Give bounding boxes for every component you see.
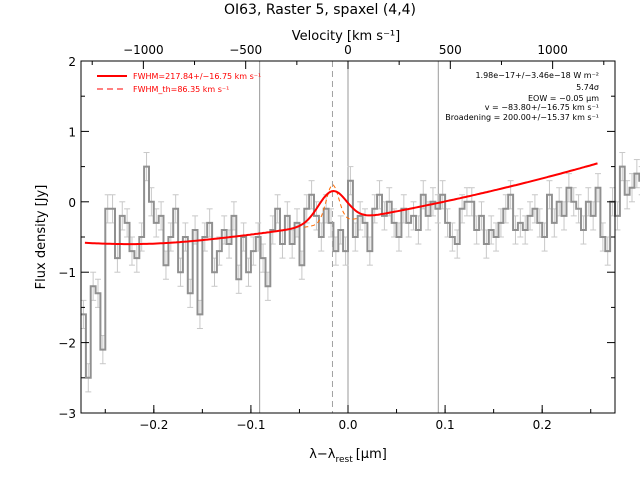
x-tick-label: 0.1 [436, 418, 455, 432]
annotation-significance: 5.74σ [576, 83, 599, 92]
x-axis-label-main: λ−λ [309, 447, 336, 462]
gaussian-fit-line [84, 162, 598, 246]
x-axis-label-unit: [μm] [356, 447, 387, 462]
velocity-tick-label: −1000 [123, 43, 164, 57]
legend-label-fwhm-th: FWHM_th=86.35 km s⁻¹ [133, 85, 229, 94]
legend-label-fwhm: FWHM=217.84+/−16.75 km s⁻¹ [133, 72, 261, 81]
velocity-tick-label: −500 [229, 43, 262, 57]
velocity-tick-label: 0 [344, 43, 352, 57]
velocity-axis-label: Velocity [km s⁻¹] [292, 29, 400, 44]
x-tick-label: −0.1 [236, 418, 265, 432]
y-tick-label: −3 [58, 407, 76, 421]
annotation-integrated-flux: 1.98e−17+/−3.46e−18 W m⁻² [475, 71, 599, 80]
velocity-axis-ticks: −1000 −500 0 500 1000 [91, 43, 605, 69]
velocity-tick-label: 1000 [537, 43, 568, 57]
x-axis-ticks: −0.2 −0.1 0.0 0.1 0.2 [104, 405, 592, 432]
fit-annotations: 1.98e−17+/−3.46e−18 W m⁻² 5.74σ EOW = −0… [445, 71, 599, 122]
thermal-width-fit-line [304, 184, 359, 228]
chart-title: OI63, Raster 5, spaxel (4,4) [224, 2, 416, 18]
y-axis-ticks: −3 −2 −1 0 1 2 [58, 55, 615, 421]
annotation-broadening: Broadening = 200.00+/−15.37 km s⁻¹ [445, 113, 599, 122]
velocity-tick-label: 500 [439, 43, 462, 57]
x-tick-label: 0.0 [338, 418, 357, 432]
x-axis-label-subscript: rest [335, 455, 353, 465]
x-axis-label: λ−λrest [μm] [309, 447, 387, 465]
x-tick-label: 0.2 [533, 418, 552, 432]
y-tick-label: 1 [68, 125, 76, 139]
y-tick-label: −1 [58, 266, 76, 280]
y-tick-label: 0 [68, 196, 76, 210]
observed-spectrum-step-line [81, 165, 640, 379]
y-tick-label: 2 [68, 55, 76, 69]
annotation-eow: EOW = −0.05 μm [528, 94, 599, 103]
legend: FWHM=217.84+/−16.75 km s⁻¹ FWHM_th=86.35… [97, 72, 261, 94]
x-tick-label: −0.2 [139, 418, 168, 432]
y-axis-label: Flux density [Jy] [34, 185, 49, 290]
y-tick-label: −2 [58, 337, 76, 351]
annotation-velocity: v = −83.80+/−16.75 km s⁻¹ [485, 103, 599, 112]
